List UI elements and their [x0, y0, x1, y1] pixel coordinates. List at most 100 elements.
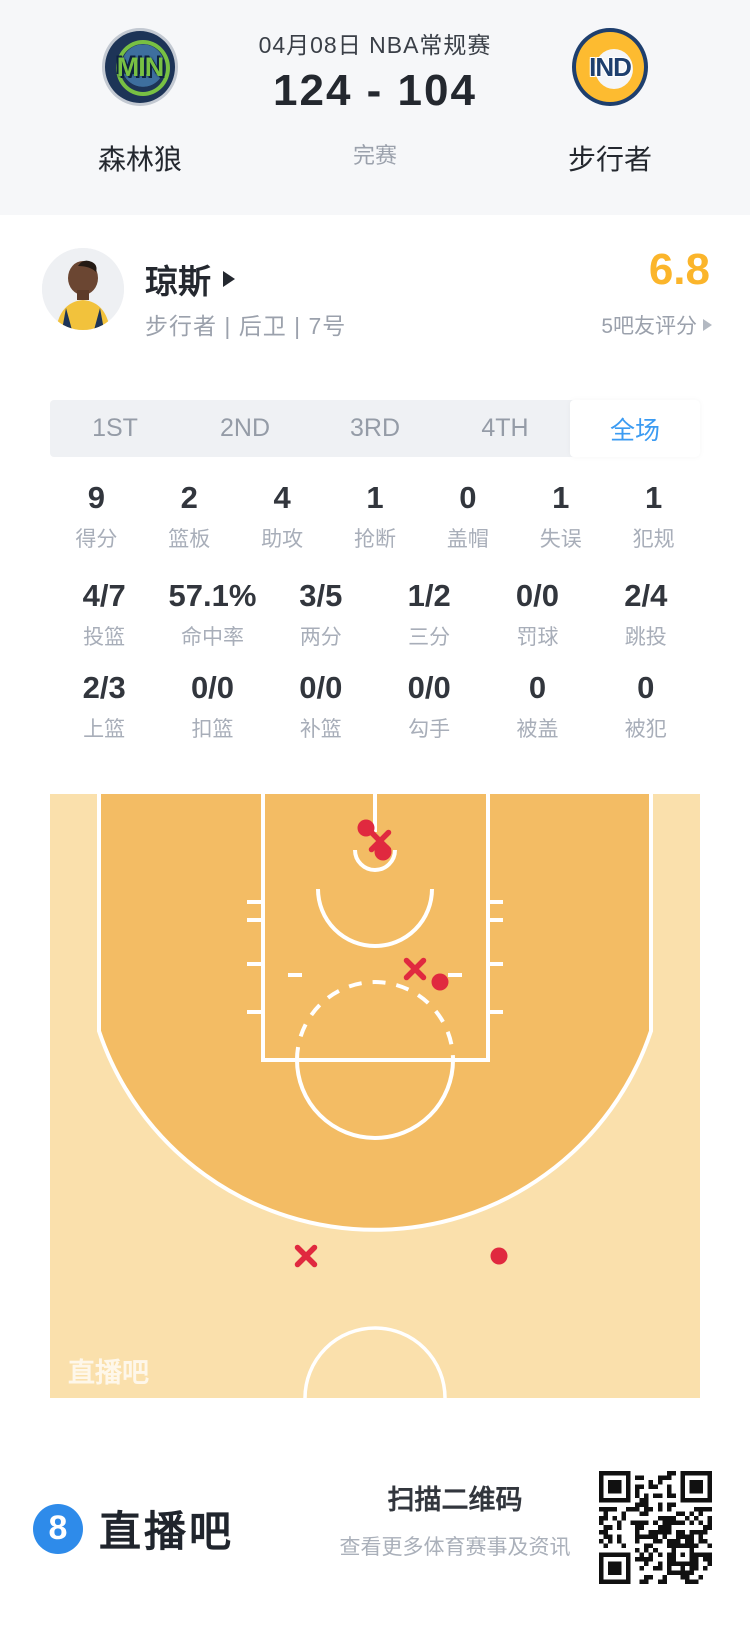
court-watermark: 直播吧 [68, 1358, 149, 1388]
made-shot-marker [431, 973, 449, 991]
stat-value: 0/0 [407, 670, 451, 705]
stat-label: 命中率 [180, 626, 244, 649]
stat-label: 抢断 [354, 528, 396, 551]
qr-code [599, 1471, 712, 1584]
match-score: 124 - 104 [273, 66, 477, 115]
player-info: 步行者 | 后卫 | 7号 [145, 313, 347, 339]
stat-cell-盖帽: 0 盖帽 [421, 478, 514, 553]
stat-cell-得分: 9 得分 [50, 478, 143, 553]
scan-block: 扫描二维码 查看更多体育赛事及资讯 [310, 1478, 600, 1561]
stat-cell-助攻: 4 助攻 [236, 478, 329, 553]
stat-cell-失误: 1 失误 [514, 478, 607, 553]
home-team-name: 森林狼 [97, 144, 182, 175]
away-team[interactable]: IND 步行者 [510, 28, 710, 178]
stat-cell-两分: 3/5 两分 [267, 576, 375, 651]
made-shot-marker [490, 1247, 508, 1265]
player-card: 琼斯 步行者 | 后卫 | 7号 6.8 5吧友评分 [0, 215, 750, 390]
stat-cell-跳投: 2/4 跳投 [592, 576, 700, 651]
stat-value: 1 [366, 480, 384, 515]
tab-2nd[interactable]: 2ND [219, 414, 270, 442]
missed-shot-marker [294, 1244, 318, 1268]
quarter-tabs: 1ST 2ND 3RD 4TH 全场 [50, 400, 700, 457]
player-expand-arrow-icon [223, 271, 235, 287]
stat-cell-命中率: 57.1% 命中率 [158, 576, 266, 651]
stat-label: 助攻 [261, 528, 304, 551]
stat-value: 9 [87, 480, 106, 515]
court-inner [99, 794, 651, 1230]
tab-1st[interactable]: 1ST [92, 414, 138, 442]
stat-row: 9 得分 2 篮板 4 助攻 1 抢断 0 盖帽 1 失误 1 犯规 [50, 478, 700, 553]
player-rating: 6.8 [648, 245, 710, 294]
stat-value: 4/7 [82, 578, 126, 613]
player-avatar [42, 248, 124, 330]
pacers-logo-ball [592, 46, 636, 92]
player-name: 琼斯 [145, 263, 211, 300]
missed-shot-marker [403, 957, 427, 981]
rating-arrow-icon [703, 319, 712, 331]
stat-value: 3/5 [299, 578, 343, 613]
stat-value: 2/4 [624, 578, 668, 613]
stat-label: 上篮 [83, 718, 126, 741]
shot-markers [294, 819, 508, 1268]
timberwolves-logo-globe [116, 40, 170, 96]
stat-cell-犯规: 1 犯规 [607, 478, 700, 553]
stat-label: 两分 [299, 626, 342, 649]
match-header: 04月08日 NBA常规赛 124 - 104 完赛 MIN 森林狼 IND 步… [0, 0, 750, 215]
stat-row: 2/3 上篮 0/0 扣篮 0/0 补篮 0/0 勾手 0 被盖 0 被犯 [50, 668, 700, 743]
tab-全场[interactable]: 全场 [570, 400, 700, 457]
rating-label: 5吧友评分 [601, 315, 697, 338]
stat-label: 失误 [539, 528, 582, 551]
tab-3rd[interactable]: 3RD [349, 414, 400, 442]
stat-value: 0 [528, 670, 547, 705]
stat-cell-抢断: 1 抢断 [329, 478, 422, 553]
stat-label: 三分 [408, 626, 451, 649]
scan-subtitle: 查看更多体育赛事及资讯 [339, 1536, 571, 1559]
stat-cell-罚球: 0/0 罚球 [483, 576, 591, 651]
stat-value: 1/2 [407, 578, 451, 613]
court-lines [97, 788, 653, 1399]
stat-label: 得分 [75, 528, 118, 551]
shot-chart: 直播吧 [50, 788, 700, 1399]
stat-label: 被盖 [516, 718, 559, 741]
stat-cell-补篮: 0/0 补篮 [267, 668, 375, 743]
stat-value: 0/0 [299, 670, 343, 705]
away-team-name: 步行者 [567, 144, 652, 175]
missed-shot-marker [368, 829, 392, 853]
stat-label: 盖帽 [446, 528, 489, 551]
stat-value: 1 [552, 480, 570, 515]
rating-link[interactable]: 5吧友评分 [601, 310, 712, 340]
stat-value: 0 [459, 480, 477, 515]
stat-label: 犯规 [632, 528, 675, 551]
stat-label: 扣篮 [191, 718, 234, 741]
away-team-abbr: IND [589, 51, 632, 82]
stat-label: 投篮 [83, 626, 126, 649]
stat-cell-勾手: 0/0 勾手 [375, 668, 483, 743]
scan-title: 扫描二维码 [387, 1485, 523, 1515]
stat-value: 0/0 [190, 670, 235, 705]
stat-label: 补篮 [299, 718, 342, 741]
home-team[interactable]: MIN 森林狼 [40, 28, 240, 178]
stat-value: 57.1% [168, 578, 257, 613]
stat-value: 1 [644, 480, 663, 515]
stat-value: 4 [273, 480, 291, 515]
stat-row: 4/7 投篮 57.1% 命中率 3/5 两分 1/2 三分 0/0 罚球 2/4 跳投 [50, 576, 700, 651]
stat-label: 篮板 [168, 528, 211, 551]
stat-label: 勾手 [408, 718, 451, 741]
footer: 8 直播吧 扫描二维码 查看更多体育赛事及资讯 [0, 1398, 750, 1629]
brand-name: 直播吧 [99, 1508, 235, 1555]
stat-value: 0 [637, 670, 655, 705]
stat-cell-投篮: 4/7 投篮 [50, 576, 158, 651]
stat-value: 2 [180, 480, 198, 515]
stat-cell-篮板: 2 篮板 [143, 478, 236, 553]
stat-label: 罚球 [516, 626, 559, 649]
pacers-logo-icon: IND [572, 28, 648, 106]
tab-4th[interactable]: 4TH [481, 414, 529, 442]
brand-logo: 8 直播吧 [33, 1498, 234, 1559]
timberwolves-logo-icon: MIN [102, 28, 178, 106]
stat-value: 0/0 [515, 578, 560, 613]
match-date: 04月08日 NBA常规赛 [258, 32, 492, 58]
stat-label: 跳投 [624, 626, 667, 649]
stat-cell-三分: 1/2 三分 [375, 576, 483, 651]
player-name-row[interactable]: 琼斯 [145, 255, 235, 303]
